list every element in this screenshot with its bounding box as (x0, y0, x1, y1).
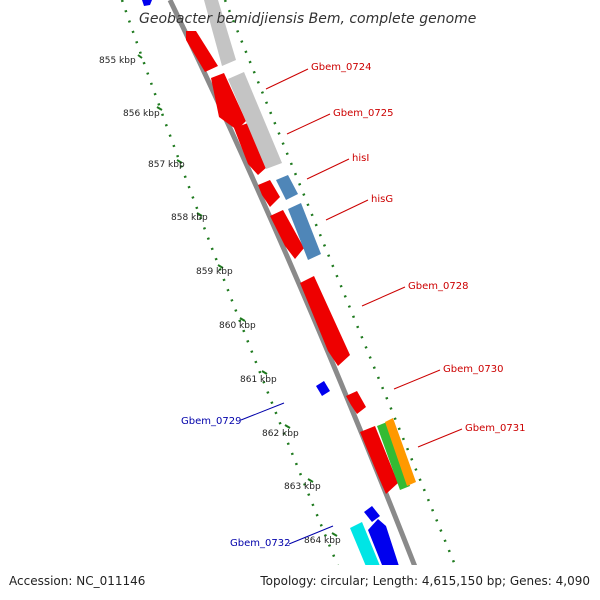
gene-labels: Gbem_0724 Gbem_0725 hisI hisG Gbem_0728 … (181, 62, 525, 549)
tick-label: 860 kbp (219, 321, 256, 331)
accession-text: Accession: NC_011146 (9, 574, 146, 588)
tick-label: 856 kbp (123, 109, 160, 119)
tick-label: 863 kbp (284, 482, 321, 492)
gene-arrow-gbem-0728 (300, 276, 350, 366)
gene-label-gbem-0728[interactable]: Gbem_0728 (408, 281, 468, 292)
tick-label: 864 kbp (304, 536, 341, 546)
gene-label-hisG[interactable]: hisG (371, 194, 393, 205)
gene-box-gray-upper (204, 0, 236, 66)
gene-label-gbem-0725[interactable]: Gbem_0725 (333, 108, 393, 119)
gene-box-steelblue-2 (288, 203, 321, 260)
tick-marks (137, 54, 338, 537)
gene-label-hisI[interactable]: hisI (352, 153, 369, 164)
gene-box-orange (385, 418, 416, 486)
tick-label: 858 kbp (171, 213, 208, 223)
tick-labels: 855 kbp 856 kbp 857 kbp 858 kbp 859 kbp … (99, 56, 341, 546)
gene-box-cyan (350, 522, 380, 565)
gene-arrow-gbem-0732-small (364, 506, 380, 522)
tick-label: 859 kbp (196, 267, 233, 277)
gene-box-steelblue-1 (276, 175, 298, 200)
gene-label-gbem-0730[interactable]: Gbem_0730 (443, 364, 503, 375)
genome-backbone (167, 0, 418, 565)
gene-box-green (377, 422, 410, 490)
tick-label: 861 kbp (240, 375, 277, 385)
gene-arrow-gbem-0724 (211, 73, 246, 130)
gene-label-gbem-0731[interactable]: Gbem_0731 (465, 423, 525, 434)
gene-label-gbem-0724[interactable]: Gbem_0724 (311, 62, 371, 73)
tick-label: 857 kbp (148, 160, 185, 170)
gene-arrow-hisG (270, 210, 304, 259)
map-title: Geobacter bemidjiensis Bem, complete gen… (139, 11, 476, 27)
label-leader-lines (240, 68, 463, 545)
gene-arrow-gbem-0733 (368, 519, 399, 565)
tick-label: 855 kbp (99, 56, 136, 66)
gene-arrow-gbem-0729 (316, 381, 330, 396)
gene-arrow-gbem-0730 (346, 391, 366, 414)
tick-label: 862 kbp (262, 429, 299, 439)
gene-arrow-gbem-0731 (360, 426, 398, 494)
outer-tick-ring (223, 0, 457, 565)
gene-arrow-gbem-0725 (234, 123, 268, 175)
gene-label-gbem-0729[interactable]: Gbem_0729 (181, 416, 241, 427)
genome-summary-text: Topology: circular; Length: 4,615,150 bp… (260, 574, 590, 588)
gene-label-gbem-0732[interactable]: Gbem_0732 (230, 538, 290, 549)
gene-arrow-hisI (258, 180, 280, 207)
gene-arrow-top-blue (142, 0, 152, 6)
gene-arrow-gbem-0723 (186, 31, 218, 72)
gene-box-gray-lower (228, 72, 282, 169)
